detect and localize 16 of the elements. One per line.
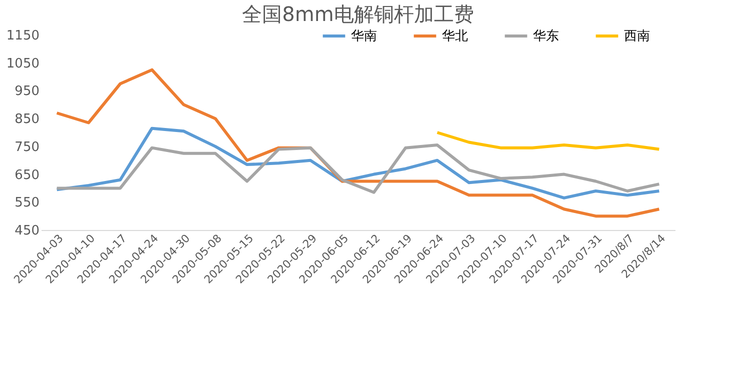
y-tick-label: 950: [14, 84, 40, 100]
legend-label: 西南: [624, 29, 650, 44]
legend-label: 华南: [351, 29, 377, 44]
legend-label: 华北: [442, 29, 468, 44]
legend-label: 华东: [533, 29, 559, 44]
line-series: [436, 131, 661, 151]
y-tick-label: 750: [14, 140, 40, 155]
y-tick-label: 850: [14, 112, 40, 128]
y-tick-label: 650: [14, 168, 40, 183]
line-series: [55, 144, 661, 194]
y-tick-label: 550: [14, 196, 40, 211]
y-tick-label: 450: [14, 224, 40, 238]
y-tick-label: 1150: [6, 28, 40, 44]
chart-title: 全国8mm电解铜杆加工费: [242, 2, 474, 26]
y-tick-label: 1050: [6, 56, 40, 72]
line-series: [55, 126, 661, 200]
